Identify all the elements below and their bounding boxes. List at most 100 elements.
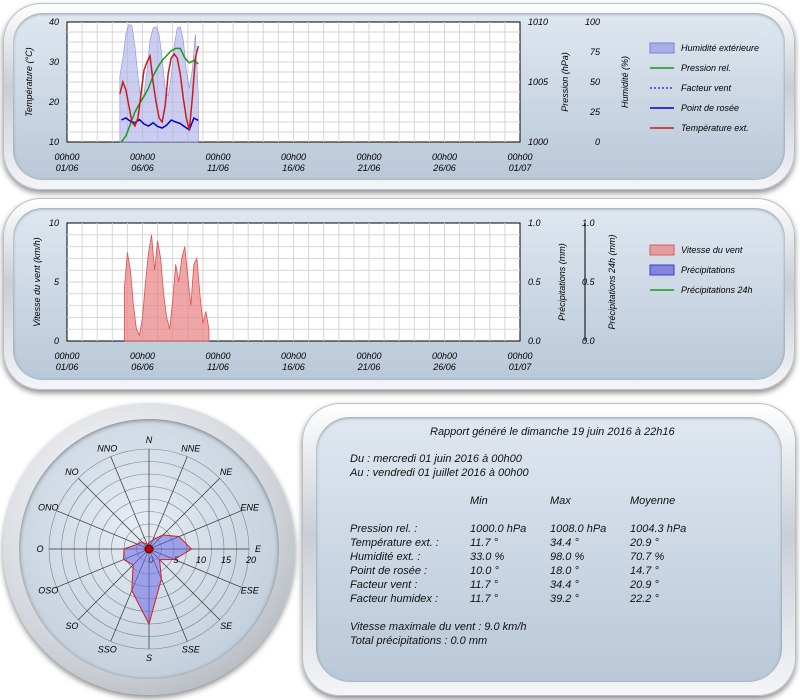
- rose-spoke: [148, 548, 220, 620]
- rose-direction-label: NE: [220, 467, 233, 477]
- y-tick-label: 100: [585, 17, 600, 27]
- y-tick-label: 25: [589, 107, 601, 117]
- report-total-rain: Total précipitations : 0.0 mm: [350, 635, 488, 647]
- x-tick-label: 00h00: [432, 351, 457, 361]
- report-row-max: 34.4 °: [550, 579, 579, 591]
- report-row-max: 39.2 °: [550, 593, 579, 605]
- legend-label: Précipitations 24h: [681, 285, 753, 295]
- rose-spoke: [56, 510, 150, 550]
- report-row-label: Facteur vent :: [350, 579, 418, 591]
- x-tick-label: 00h00: [54, 152, 79, 162]
- y-tick-label: 1005: [528, 77, 549, 87]
- legend-label: Précipitations: [681, 265, 736, 275]
- y3-axis-label: Précipitations 24h (mm): [607, 234, 617, 329]
- wind-chart: 00h0001/0600h0006/0600h0011/0600h0016/06…: [32, 218, 753, 372]
- report-row-min: 1000.0 hPa: [470, 523, 527, 535]
- rose-center: [144, 544, 154, 554]
- y-tick-label: 30: [49, 57, 59, 67]
- report-panel-inner: [316, 417, 782, 682]
- y-tick-label: 1010: [528, 17, 548, 27]
- x-tick-label: 01/07: [509, 163, 533, 173]
- rose-spoke: [148, 456, 188, 550]
- report-to: Au : vendredi 01 juillet 2016 à 00h00: [350, 467, 529, 479]
- x-tick-label: 26/06: [432, 362, 456, 372]
- y-tick-label: 10: [49, 137, 59, 147]
- report-row-avg: 14.7 °: [630, 565, 659, 577]
- x-tick-label: 21/06: [357, 163, 381, 173]
- report-row-min: 33.0 %: [470, 551, 505, 563]
- rose-direction-label: ENE: [240, 502, 260, 512]
- x-tick-label: 00h00: [356, 152, 381, 162]
- rose-direction-label: NNE: [181, 443, 201, 453]
- rose-direction-label: SO: [65, 621, 78, 631]
- temperature-chart: 00h0001/0600h0006/0600h0011/0600h0016/06…: [24, 17, 759, 173]
- y3-axis-label: Humidité (%): [620, 56, 630, 108]
- y2-axis-label: Précipitations (mm): [557, 243, 567, 321]
- report-row-label: Pression rel. :: [350, 523, 418, 535]
- y-tick-label: 0.0: [582, 336, 595, 346]
- rose-direction-label: SE: [220, 621, 233, 631]
- y-axis-label: Vitesse du vent (km/h): [32, 237, 42, 326]
- x-tick-label: 21/06: [357, 362, 381, 372]
- x-tick-label: 00h00: [130, 152, 155, 162]
- rose-direction-label: NNO: [97, 443, 117, 453]
- rose-direction-label: OSO: [38, 586, 58, 596]
- x-tick-label: 00h00: [432, 152, 457, 162]
- rose-direction-label: NO: [65, 467, 79, 477]
- report-row-label: Point de rosée :: [350, 565, 428, 577]
- wind-rose-polygon: [123, 534, 193, 626]
- x-tick-label: 16/06: [282, 362, 305, 372]
- x-tick-label: 16/06: [282, 163, 305, 173]
- humidity-area: [119, 24, 199, 143]
- rose-radial-label: 5: [173, 555, 179, 565]
- wind-rose-chart: NNNENEENEEESESESSESSSOSOOSOOONONONNO0510…: [36, 435, 262, 663]
- wind-speed-area: [123, 234, 210, 342]
- x-tick-label: 01/06: [56, 163, 79, 173]
- dewpoint-line: [121, 116, 199, 132]
- y-tick-label: 0.5: [528, 277, 542, 287]
- rose-direction-label: SSE: [182, 645, 201, 655]
- legend-swatch: [649, 244, 675, 256]
- x-tick-label: 26/06: [432, 163, 456, 173]
- legend-label: Pression rel.: [681, 63, 731, 73]
- report-row-avg: 70.7 %: [630, 551, 665, 563]
- y-tick-label: 0: [595, 137, 600, 147]
- legend-label: Température ext.: [681, 123, 749, 133]
- y-tick-label: 5: [54, 277, 60, 287]
- y-tick-label: 40: [49, 17, 59, 27]
- report-row-max: 1008.0 hPa: [550, 523, 607, 535]
- rose-direction-label: ONO: [38, 502, 59, 512]
- y-tick-label: 10: [49, 218, 59, 228]
- rose-direction-label: SSO: [98, 645, 117, 655]
- y-tick-label: 50: [590, 77, 600, 87]
- x-tick-label: 00h00: [205, 152, 230, 162]
- y2-axis-label: Pression (hPa): [560, 52, 570, 112]
- report-row-label: Humidité ext. :: [350, 551, 421, 563]
- report-row-max: 98.0 %: [550, 551, 585, 563]
- temperature-line: [119, 45, 200, 131]
- rose-radial-label: 20: [245, 555, 256, 565]
- pressure-line: [120, 47, 199, 143]
- x-tick-label: 00h00: [205, 351, 230, 361]
- report-row-label: Facteur humidex :: [350, 593, 439, 605]
- x-tick-label: 11/06: [207, 362, 229, 372]
- report-row-min: 11.7 °: [470, 537, 499, 549]
- y-tick-label: 1.0: [582, 218, 595, 228]
- x-tick-label: 00h00: [281, 351, 306, 361]
- rose-radial-label: 15: [221, 555, 232, 565]
- legend-label: Vitesse du vent: [681, 245, 743, 255]
- report-row-max: 18.0 °: [550, 565, 579, 577]
- y-tick-label: 20: [48, 97, 59, 107]
- y-tick-label: 1.0: [528, 218, 541, 228]
- x-tick-label: 00h00: [130, 351, 155, 361]
- x-tick-label: 11/06: [207, 163, 229, 173]
- y-tick-label: 1000: [528, 137, 548, 147]
- x-tick-label: 06/06: [131, 163, 154, 173]
- report-row-avg: 1004.3 hPa: [630, 523, 687, 535]
- x-tick-label: 01/06: [56, 362, 79, 372]
- x-tick-label: 00h00: [281, 152, 306, 162]
- report-panel: Rapport généré le dimanche 19 juin 2016 …: [302, 403, 796, 696]
- report-row-avg: 22.2 °: [630, 593, 659, 605]
- x-tick-label: 06/06: [131, 362, 154, 372]
- x-tick-label: 00h00: [356, 351, 381, 361]
